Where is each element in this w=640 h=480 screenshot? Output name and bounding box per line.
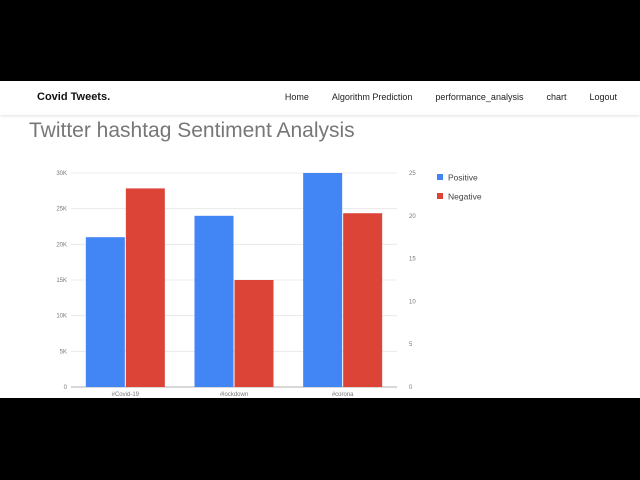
category-label: #Covid-19 <box>112 392 140 398</box>
sentiment-bar-chart: 0 5K 10K 15K 20K 25K 30K 0 5 10 15 20 25 #Covid-19 #lo… <box>56 171 482 398</box>
nav-logout[interactable]: Logout <box>589 92 617 102</box>
legend-label-positive: Positive <box>448 173 478 183</box>
left-tick-label: 10K <box>56 314 67 320</box>
legend-swatch-positive <box>437 174 443 180</box>
bar-negative-2 <box>343 213 383 387</box>
nav-links: Home Algorithm Prediction performance_an… <box>262 92 617 102</box>
nav-performance-analysis[interactable]: performance_analysis <box>435 92 524 102</box>
left-tick-label: 5K <box>60 349 67 355</box>
bar-positive-1 <box>194 215 234 387</box>
legend-label-negative: Negative <box>448 192 482 202</box>
nav-home[interactable]: Home <box>284 92 309 102</box>
right-tick-label: 10 <box>409 299 416 305</box>
category-label: #lockdown <box>220 392 248 398</box>
bar-negative-0 <box>125 188 165 387</box>
brand-logo[interactable]: Covid Tweets. <box>37 91 111 103</box>
left-tick-label: 15K <box>56 278 67 284</box>
right-tick-label: 15 <box>409 257 416 263</box>
legend-swatch-negative <box>437 193 443 199</box>
page-title: Twitter hashtag Sentiment Analysis <box>29 119 355 142</box>
bar-negative-1 <box>234 280 274 387</box>
left-tick-label: 25K <box>56 207 67 213</box>
nav-algorithm-prediction[interactable]: Algorithm Prediction <box>331 92 413 102</box>
right-tick-label: 5 <box>409 342 413 348</box>
navbar: Covid Tweets. Home Algorithm Prediction … <box>0 81 640 115</box>
bar-positive-0 <box>85 237 125 387</box>
left-tick-label: 30K <box>56 171 67 177</box>
right-tick-label: 0 <box>409 385 413 391</box>
right-tick-label: 20 <box>409 214 416 220</box>
category-label: #corona <box>332 392 354 398</box>
nav-chart[interactable]: chart <box>546 92 567 102</box>
bar-positive-2 <box>303 173 343 387</box>
right-tick-label: 25 <box>409 171 416 177</box>
left-tick-label: 20K <box>56 242 67 248</box>
left-tick-label: 0 <box>64 385 68 391</box>
